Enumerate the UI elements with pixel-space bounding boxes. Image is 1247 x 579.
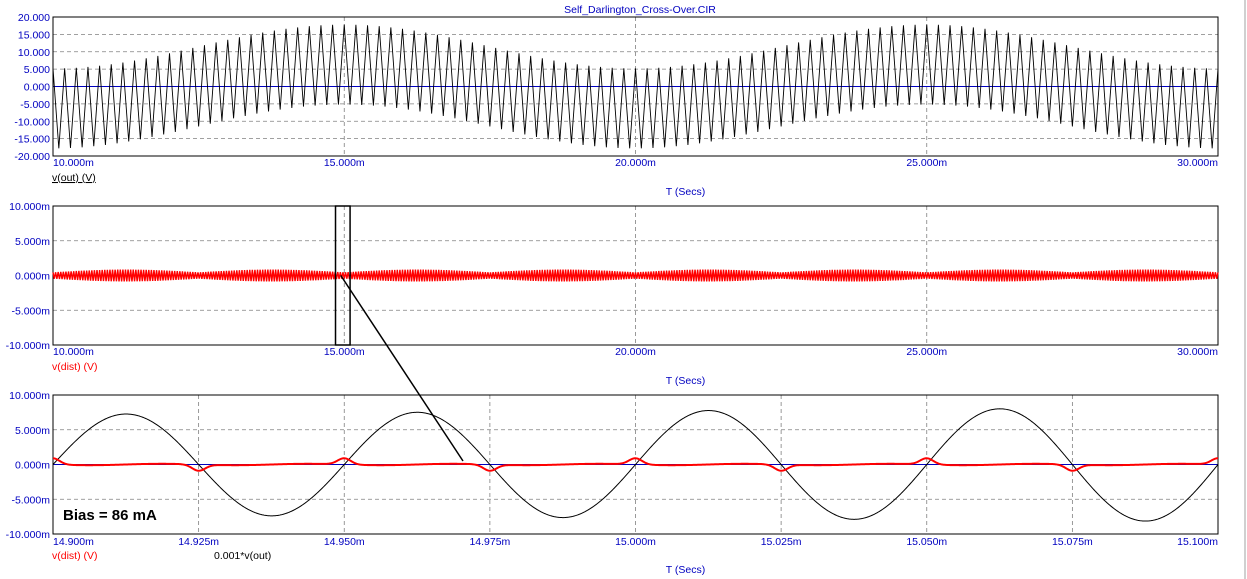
- x-tick-label: 15.075m: [1052, 536, 1093, 548]
- x-tick-label: 20.000m: [615, 346, 656, 358]
- trace-label: v(dist) (V): [52, 550, 98, 562]
- trace-vout: [52, 24, 1219, 149]
- x-tick-label: 15.100m: [1177, 536, 1218, 548]
- plot-frame: [52, 16, 1219, 157]
- y-tick-label: 10.000m: [9, 390, 50, 402]
- trace-vdist: [52, 269, 1219, 282]
- y-tick-label: -10.000: [14, 116, 50, 128]
- x-tick-label: 15.000m: [324, 157, 365, 169]
- y-tick-label: 0.000m: [15, 460, 50, 472]
- trace-label: v(out) (V): [52, 172, 96, 184]
- y-tick-label: 10.000: [18, 47, 50, 59]
- x-tick-label: 10.000m: [53, 157, 94, 169]
- x-tick-label: 25.000m: [906, 346, 947, 358]
- bias-annotation: Bias = 86 mA: [63, 507, 157, 524]
- zoom-box: [334, 205, 351, 346]
- x-tick-label: 30.000m: [1177, 346, 1218, 358]
- x-tick-label: 14.950m: [324, 536, 365, 548]
- y-tick-label: 5.000: [24, 64, 50, 76]
- y-tick-label: -5.000: [20, 99, 50, 111]
- x-tick-label: 15.050m: [906, 536, 947, 548]
- vout-chart: 10.000m 15.000m 20.000m 25.000m 30.000m 20.00…: [14, 12, 1219, 198]
- y-tick-label: -5.000m: [11, 305, 50, 317]
- x-axis-title: T (Secs): [666, 375, 705, 387]
- x-axis-title: T (Secs): [666, 564, 705, 576]
- x-axis-title: T (Secs): [666, 186, 705, 198]
- y-tick-label: 20.000: [18, 12, 50, 24]
- zoom-chart: 14.900m 14.925m 14.950m 14.975m 15.000m 15.02…: [6, 390, 1219, 576]
- y-tick-label: 10.000m: [9, 201, 50, 213]
- y-tick-label: 0.000: [24, 82, 50, 94]
- x-tick-label: 30.000m: [1177, 157, 1218, 169]
- zoom-connector: [340, 275, 464, 462]
- y-tick-label: 15.000: [18, 29, 50, 41]
- trace-label: 0.001*v(out): [214, 550, 271, 562]
- y-tick-label: -10.000m: [6, 529, 51, 541]
- x-tick-label: 14.925m: [178, 536, 219, 548]
- y-tick-label: -15.000: [14, 134, 50, 146]
- vdist-chart: 10.000m 15.000m 20.000m 25.000m 30.000m 10.00…: [6, 201, 1219, 387]
- y-tick-label: 5.000m: [15, 236, 50, 248]
- y-tick-label: 0.000m: [15, 271, 50, 283]
- y-tick-label: 5.000m: [15, 425, 50, 437]
- trace-label: v(dist) (V): [52, 361, 98, 373]
- x-tick-label: 10.000m: [53, 346, 94, 358]
- x-tick-label: 14.900m: [53, 536, 94, 548]
- plot-window-title: Self_Darlington_Cross-Over.CIR: [564, 4, 716, 16]
- x-tick-label: 25.000m: [906, 157, 947, 169]
- y-tick-label: -20.000: [14, 151, 50, 163]
- x-tick-label: 20.000m: [615, 157, 656, 169]
- x-tick-label: 15.025m: [761, 536, 802, 548]
- trace-scaled-vout: [52, 408, 1219, 522]
- x-tick-label: 15.000m: [324, 346, 365, 358]
- zoom-overlay: [334, 205, 464, 462]
- x-tick-label: 15.000m: [615, 536, 656, 548]
- y-tick-label: -5.000m: [11, 494, 50, 506]
- x-tick-label: 14.975m: [469, 536, 510, 548]
- y-tick-label: -10.000m: [6, 340, 51, 352]
- trace-vdist-zoom: [52, 457, 1219, 472]
